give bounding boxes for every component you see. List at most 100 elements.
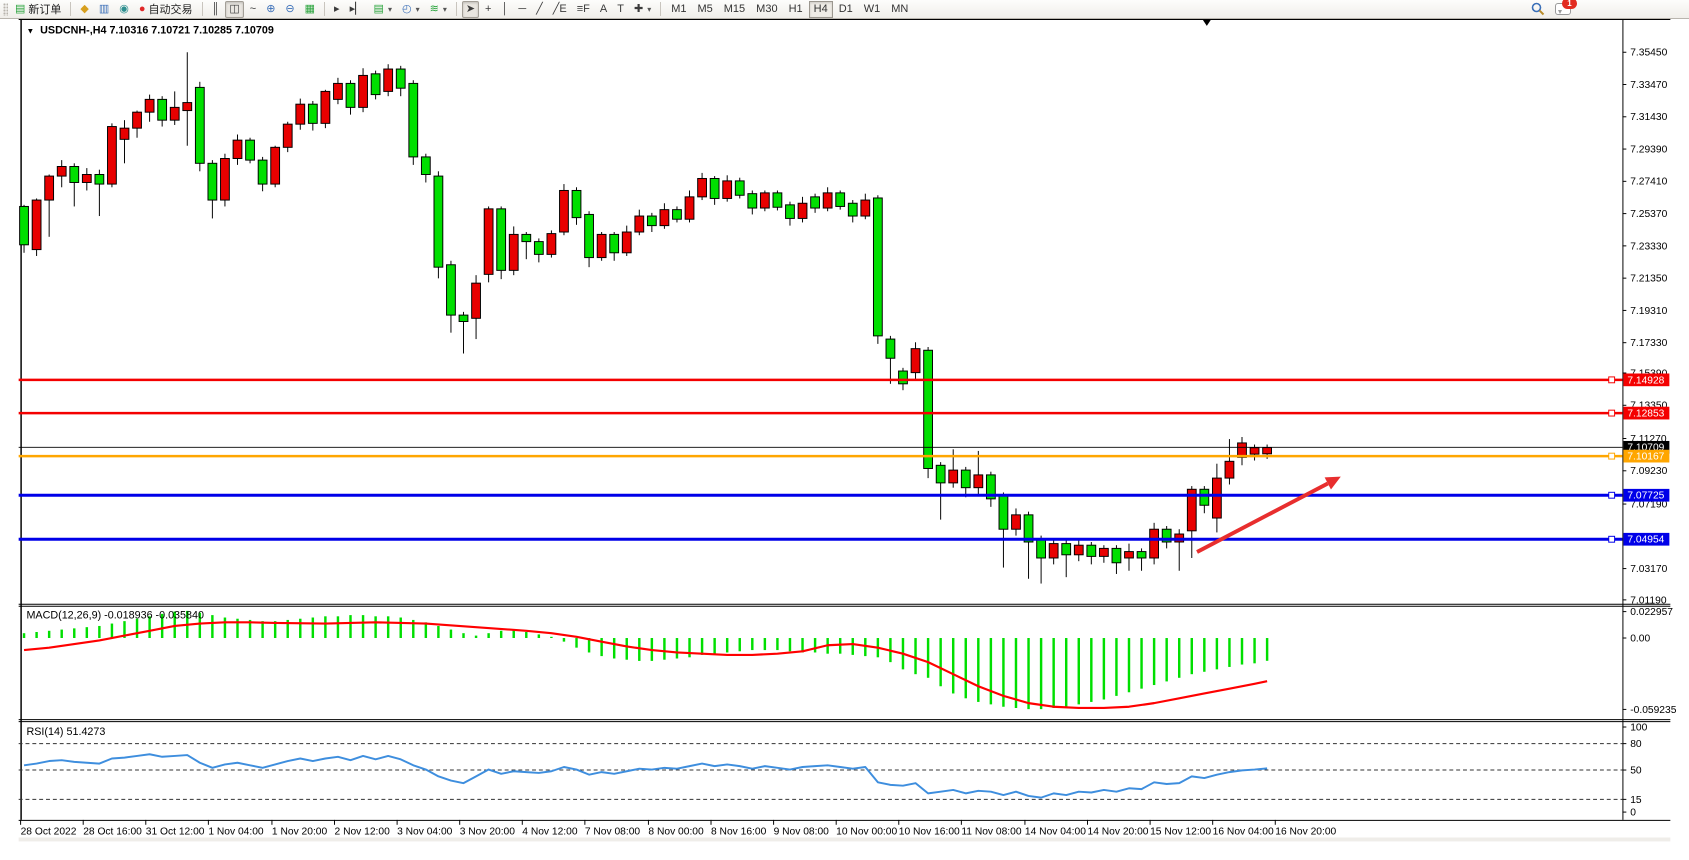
chart-shift-marker[interactable] (1202, 19, 1211, 26)
candle-bullish (333, 82, 343, 100)
candle-bearish (1086, 544, 1097, 557)
new-order-button[interactable]: ▤ 新订单 (11, 1, 65, 18)
chart-area[interactable]: 0.022957 0.00 -0.059235 100 80 50 15 0 7.35450… (0, 19, 1689, 860)
candle-bearish (734, 180, 745, 196)
rsi-axis-tick: 0 (1630, 808, 1636, 819)
line-anchor[interactable] (1608, 376, 1616, 384)
autotrade-label: 自动交易 (148, 4, 193, 16)
candle-bearish (810, 196, 820, 209)
candle-bullish (107, 126, 117, 185)
rsi-line (23, 753, 1268, 799)
candlestick-series (19, 52, 1273, 584)
label-tool-button[interactable]: T (613, 1, 628, 18)
annotations[interactable] (1196, 19, 1341, 554)
chart-menu-arrow[interactable]: ▼ (26, 27, 34, 36)
shapes-tool-button[interactable]: ✚ ▾ (630, 1, 655, 18)
navigator-button[interactable]: ◉ (115, 1, 133, 18)
time-tick: 15 Nov 12:00 (1150, 827, 1211, 838)
macd-signal-line (23, 621, 1268, 710)
chat-icon[interactable]: 1 (1555, 0, 1577, 15)
timeframe-button-D1[interactable]: D1 (838, 3, 853, 15)
price-tick: 7.11270 (1630, 434, 1667, 445)
chart-shift-button[interactable]: ▸▏ (346, 1, 368, 18)
auto-scroll-icon: ▸ (334, 2, 340, 15)
price-line-label-text: 7.10167 (1627, 452, 1664, 463)
line-anchor[interactable] (1608, 452, 1616, 460)
candle-bearish (370, 73, 381, 96)
candle-bearish (194, 86, 205, 164)
price-line-label (1623, 488, 1670, 502)
timeframe-button-M30[interactable]: M30 (756, 3, 778, 15)
trendline-tool-button[interactable]: ╱ (532, 1, 547, 18)
timeframe-button-M5[interactable]: M5 (697, 3, 713, 15)
timeframe-group: M1 M5 M15 M30 H1 H4 D1 W1 MN (666, 0, 913, 18)
channel-tool-button[interactable]: ╱E (549, 1, 571, 18)
text-tool-button[interactable]: A (596, 1, 611, 18)
candle-bullish (1262, 447, 1273, 455)
market-watch-button[interactable]: ◆ (76, 1, 92, 18)
tile-windows-button[interactable]: ▦ (301, 1, 319, 18)
line-chart-button[interactable]: ~ (246, 1, 260, 18)
timeframe-button-H1[interactable]: H1 (788, 3, 803, 15)
search-icon[interactable] (1531, 2, 1545, 16)
line-anchor[interactable] (1608, 409, 1616, 417)
time-tick: 16 Nov 20:00 (1275, 827, 1336, 838)
candle-bullish (132, 111, 142, 129)
price-tick: 7.03170 (1630, 564, 1667, 575)
vertical-line-tool-button[interactable]: │ (497, 1, 512, 18)
trend-arrow-head[interactable] (1324, 476, 1341, 490)
candle-chart-icon: ◫ (229, 2, 240, 15)
zoom-out-button[interactable]: ⊖ (281, 1, 298, 18)
macd-axis-tick: 0.00 (1630, 633, 1650, 644)
crosshair-tool-button[interactable]: + (481, 1, 495, 18)
rsi-axis-tick: 15 (1630, 795, 1642, 806)
time-tick: 3 Nov 04:00 (397, 827, 453, 838)
horizontal-level-lines[interactable] (18, 376, 1623, 543)
trend-arrow[interactable] (1196, 481, 1329, 554)
candle-bearish (408, 82, 419, 158)
timeframe-button-H4[interactable]: H4 (808, 0, 833, 18)
timeframe-button-M15[interactable]: M15 (723, 3, 746, 15)
price-line-label (1623, 449, 1670, 463)
candle-bearish (998, 495, 1009, 530)
autotrade-button[interactable]: ● 自动交易 (135, 1, 197, 18)
autotrade-icon: ● (138, 2, 146, 15)
candle-bearish (94, 173, 105, 185)
bar-chart-button[interactable]: ║ (208, 1, 224, 18)
candle-bearish (395, 68, 406, 89)
zoom-in-button[interactable]: ⊕ (262, 1, 279, 18)
candle-bullish (973, 474, 984, 489)
price-axis[interactable]: 7.35450 7.33470 7.31430 7.29390 7.27410 7.253… (1622, 48, 1670, 607)
text-icon: A (599, 2, 608, 15)
line-anchor[interactable] (1608, 535, 1616, 543)
channel-icon: ╱E (552, 2, 567, 15)
auto-scroll-button[interactable]: ▸ (330, 1, 344, 18)
candle-bearish (458, 314, 469, 322)
cursor-tool-button[interactable]: ➤ (461, 0, 480, 18)
chart-svg[interactable]: 0.022957 0.00 -0.059235 100 80 50 15 0 7.35450… (0, 19, 1689, 860)
toolbar-grip[interactable] (3, 2, 8, 16)
candle-bearish (609, 233, 620, 254)
data-window-button[interactable]: ▥ (95, 1, 113, 18)
horizontal-line-tool-button[interactable]: ─ (514, 1, 530, 18)
candle-bullish (697, 177, 707, 198)
timeframe-button-W1[interactable]: W1 (863, 3, 881, 15)
candle-bullish (1098, 547, 1109, 557)
indicators-button[interactable]: ≋ ▾ (426, 1, 451, 18)
candle-bullish (220, 158, 230, 201)
period-button[interactable]: ◴ ▾ (398, 1, 424, 18)
new-chart-button[interactable]: ▤ ▾ (370, 1, 396, 18)
time-tick: 14 Nov 20:00 (1088, 827, 1149, 838)
candle-chart-button[interactable]: ◫ (225, 0, 244, 18)
candle-bullish (471, 282, 481, 319)
candle-bearish (245, 139, 255, 161)
timeframe-button-M1[interactable]: M1 (671, 3, 687, 15)
price-tick: 7.31430 (1630, 112, 1667, 123)
new-order-label: 新订单 (28, 4, 62, 16)
time-axis[interactable]: 28 Oct 2022 28 Oct 16:00 31 Oct 12:00 1 Nov… (20, 819, 1337, 838)
candle-bullish (860, 199, 871, 217)
timeframe-button-MN[interactable]: MN (891, 3, 909, 15)
fibonacci-tool-button[interactable]: ≡F (573, 1, 594, 18)
candle-bearish (345, 82, 356, 108)
line-anchor[interactable] (1608, 491, 1616, 499)
